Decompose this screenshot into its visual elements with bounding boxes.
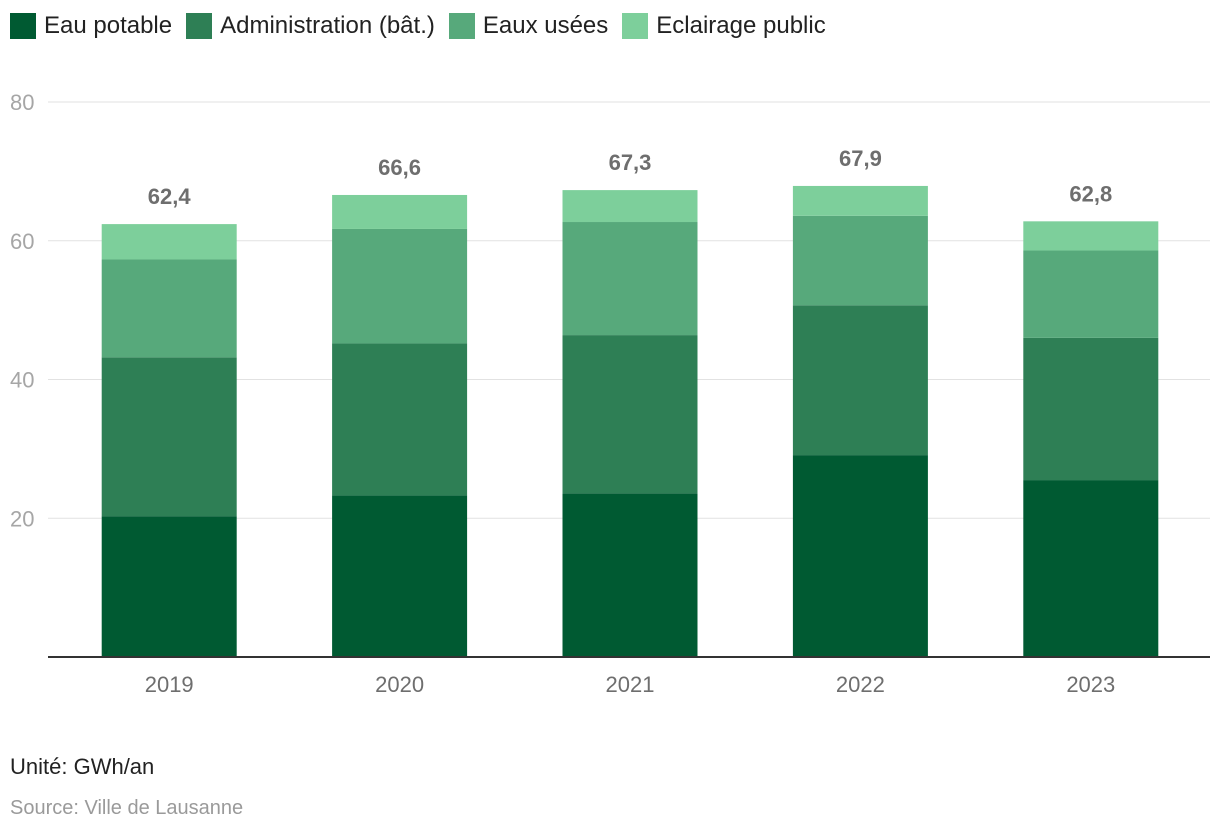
legend-label: Eclairage public: [656, 12, 826, 39]
bar-segment: [101, 259, 237, 358]
bar-segment: [562, 493, 698, 657]
bar-segment: [562, 190, 698, 223]
x-tick-label: 2022: [836, 672, 885, 697]
legend-label: Administration (bât.): [220, 12, 435, 39]
bar-segment: [101, 224, 237, 260]
unit-label: Unité: GWh/an: [10, 754, 155, 779]
bar-segment: [101, 357, 237, 517]
bar-total-label: 66,6: [378, 155, 421, 180]
bar-segment: [332, 194, 468, 229]
bar-total-label: 67,9: [839, 146, 882, 171]
bar-segment: [792, 455, 928, 657]
bar-segment: [792, 215, 928, 306]
y-tick-label: 20: [10, 506, 34, 531]
bar-total-label: 62,8: [1069, 181, 1112, 206]
bar-total-label: 62,4: [148, 184, 192, 209]
bar-segment: [792, 305, 928, 456]
y-tick-label: 60: [10, 229, 34, 254]
legend: Eau potable Administration (bât.) Eaux u…: [10, 12, 840, 40]
x-tick-label: 2021: [606, 672, 655, 697]
bar-total-label: 67,3: [609, 150, 652, 175]
bar-segment: [1023, 221, 1159, 251]
legend-item-eclairage-public: Eclairage public: [622, 12, 826, 40]
bar-segment: [562, 335, 698, 494]
bar-segment: [1023, 250, 1159, 338]
bar-segment: [101, 516, 237, 657]
bar-segment: [332, 495, 468, 657]
legend-swatch: [622, 13, 649, 39]
x-tick-label: 2023: [1066, 672, 1115, 697]
stacked-bar-chart: 20 40 60 80 62,4 2019 66,6 2020 67,3 2021 67,9 2022…: [10, 90, 1210, 697]
x-tick-label: 2019: [145, 672, 194, 697]
bar-segment: [562, 222, 698, 336]
bar-segment: [332, 228, 468, 344]
bar-segment: [1023, 480, 1159, 657]
bar-segment: [332, 343, 468, 496]
x-tick-label: 2020: [375, 672, 424, 697]
legend-item-eaux-usees: Eaux usées: [448, 12, 609, 40]
legend-item-administration: Administration (bât.): [186, 12, 435, 40]
bar-segment: [792, 185, 928, 216]
legend-label: Eau potable: [44, 12, 173, 39]
source-label: Source: Ville de Lausanne: [10, 797, 244, 819]
legend-swatch: [186, 13, 213, 39]
legend-swatch: [10, 13, 36, 39]
y-tick-label: 80: [10, 90, 34, 115]
legend-label: Eaux usées: [482, 12, 609, 39]
legend-swatch: [448, 13, 475, 39]
bar-segment: [1023, 337, 1159, 481]
y-tick-label: 40: [10, 368, 34, 393]
legend-item-eau-potable: Eau potable: [10, 12, 172, 40]
